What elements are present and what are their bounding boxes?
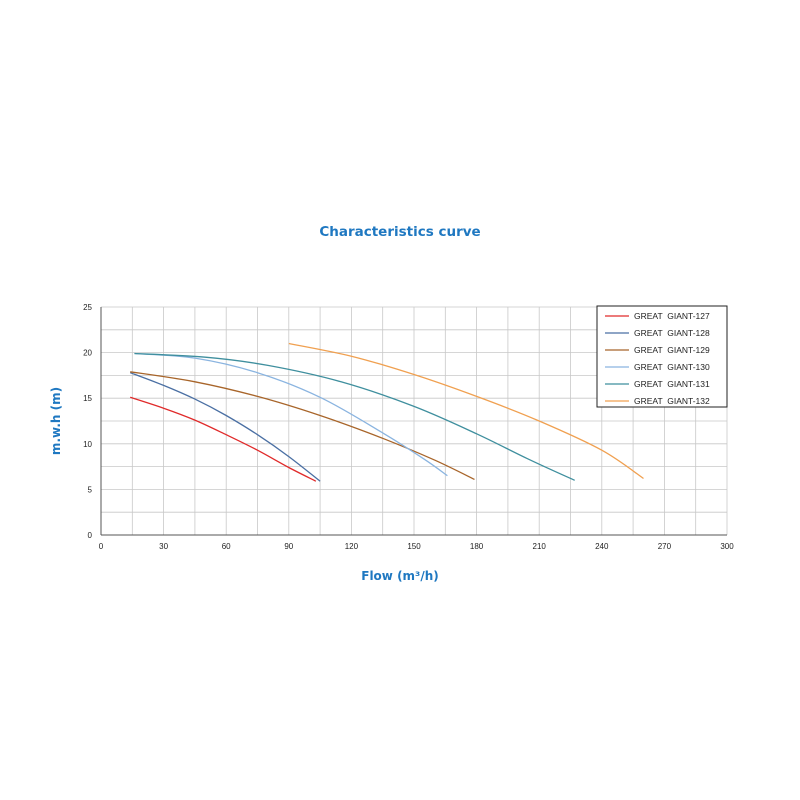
series-line-3	[130, 371, 475, 480]
y-tick-labels: 0 5 10 15 20 25	[83, 303, 92, 540]
legend-label-2: GREAT GIANT-128	[634, 328, 710, 338]
series-line-5	[134, 352, 575, 481]
x-tick-label: 180	[470, 542, 484, 551]
y-tick-label: 5	[88, 485, 93, 494]
y-tick-label: 10	[83, 440, 92, 449]
x-tick-labels: 0 30 60 90 120 150 180 210 240 270 300	[99, 542, 734, 551]
x-tick-label: 270	[658, 542, 672, 551]
series-line-6	[288, 342, 644, 480]
x-tick-label: 150	[407, 542, 421, 551]
y-tick-label: 25	[83, 303, 92, 312]
x-tick-label: 60	[222, 542, 231, 551]
legend-label-1: GREAT GIANT-127	[634, 311, 710, 321]
chart-title: Characteristics curve	[319, 224, 481, 240]
y-tick-label: 15	[83, 394, 92, 403]
legend-label-4: GREAT GIANT-130	[634, 362, 710, 372]
x-tick-label: 30	[159, 542, 168, 551]
x-axis-title: Flow (m³/h)	[361, 569, 438, 583]
legend-label-6: GREAT GIANT-132	[634, 396, 710, 406]
y-axis-title: m.w.h (m)	[49, 387, 63, 455]
series-line-1	[130, 396, 317, 482]
legend-box	[596, 305, 728, 408]
x-tick-label: 0	[99, 542, 104, 551]
x-tick-label: 90	[284, 542, 293, 551]
x-tick-label: 300	[720, 542, 734, 551]
series-line-2	[129, 372, 321, 482]
y-tick-label: 0	[88, 531, 93, 540]
x-tick-label: 210	[533, 542, 547, 551]
axes	[100, 307, 727, 536]
x-tick-label: 240	[595, 542, 609, 551]
y-tick-label: 20	[83, 349, 92, 358]
x-tick-label: 120	[345, 542, 359, 551]
legend-items: GREAT GIANT-127 GREAT GIANT-128 GREAT GIAN…	[605, 311, 710, 406]
legend: GREAT GIANT-127 GREAT GIANT-128 GREAT GIAN…	[596, 305, 728, 408]
legend-label-5: GREAT GIANT-131	[634, 379, 710, 389]
series-lines	[129, 342, 644, 482]
legend-label-3: GREAT GIANT-129	[634, 345, 710, 355]
series-line-4	[134, 352, 448, 477]
